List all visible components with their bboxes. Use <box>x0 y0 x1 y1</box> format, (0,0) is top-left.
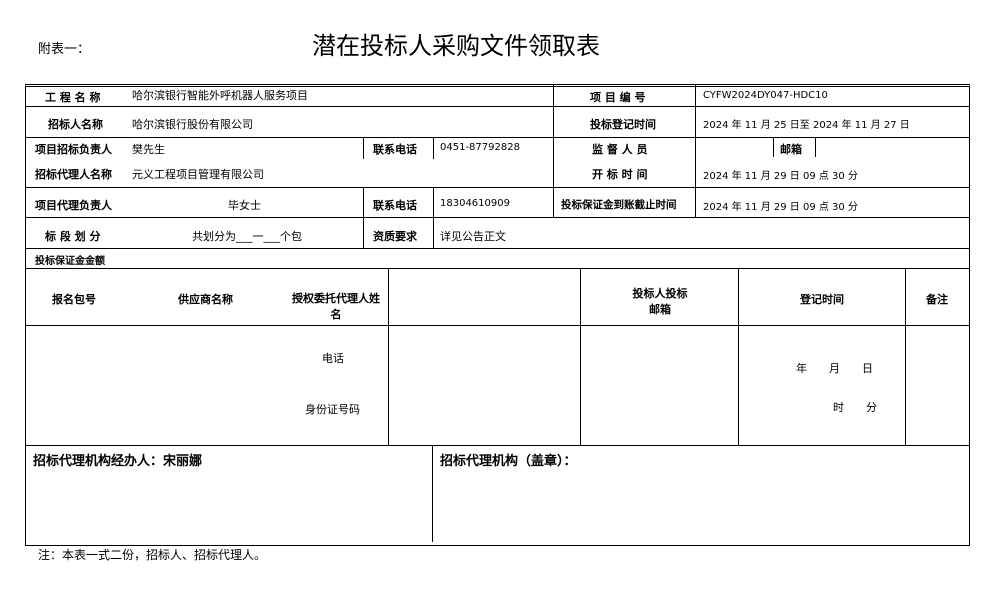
supervisor-label: 监 督 人 员 <box>592 143 648 156</box>
footnote: 注：本表一式二份，招标人、招标代理人。 <box>38 548 267 562</box>
deposit-deadline: 2024 年 11 月 29 日 09 点 30 分 <box>703 202 858 213</box>
form-table <box>25 84 970 546</box>
agent-lead: 毕女士 <box>228 199 261 212</box>
project-no: CYFW2024DY047-HDC10 <box>703 90 828 101</box>
phone1: 0451-87792828 <box>440 142 520 153</box>
qual-label: 资质要求 <box>373 230 417 243</box>
project-no-label: 项 目 编 号 <box>590 91 646 104</box>
tenderer-label: 招标人名称 <box>48 118 103 131</box>
page-title: 潜在投标人采购文件领取表 <box>312 32 600 60</box>
section: 共划分为___一___个包 <box>192 230 302 243</box>
reg-time: 2024 年 11 月 25 日至 2024 年 11 月 27 日 <box>703 120 910 131</box>
deposit-amount-label: 投标保证金金额 <box>35 256 105 267</box>
date-field: 年 月 日 <box>796 362 873 375</box>
col-reg-time: 登记时间 <box>800 293 844 306</box>
open-time-label: 开 标 时 间 <box>592 168 648 181</box>
handler: 招标代理机构经办人：宋丽娜 <box>33 454 203 469</box>
col-agent: 授权委托代理人姓名 <box>292 292 380 321</box>
agent: 元义工程项目管理有限公司 <box>132 168 264 181</box>
phone-label: 联系电话 <box>373 143 417 156</box>
col-email: 投标人投标邮箱 <box>632 287 688 316</box>
tenderer: 哈尔滨银行股份有限公司 <box>132 118 253 131</box>
col-supplier: 供应商名称 <box>178 293 233 306</box>
deposit-deadline-label: 投标保证金到账截止时间 <box>561 199 677 211</box>
time-field: 时 分 <box>833 401 877 414</box>
tender-lead-label: 项目招标负责人 <box>35 143 112 156</box>
agent-lead-label: 项目代理负责人 <box>35 199 112 212</box>
qual: 详见公告正文 <box>440 230 506 243</box>
phone2: 18304610909 <box>440 198 510 209</box>
agent-label: 招标代理人名称 <box>35 168 112 181</box>
appendix-label: 附表一： <box>38 42 91 57</box>
project-name: 哈尔滨银行智能外呼机器人服务项目 <box>132 89 308 102</box>
phone-field-label: 电话 <box>322 352 344 365</box>
tender-lead: 樊先生 <box>132 143 165 156</box>
email-label: 邮箱 <box>780 143 802 156</box>
seal-label: 招标代理机构（盖章）： <box>440 454 577 469</box>
col-package: 报名包号 <box>52 293 96 306</box>
reg-time-label: 投标登记时间 <box>590 118 656 131</box>
section-label: 标 段 划 分 <box>45 230 101 243</box>
phone-label-2: 联系电话 <box>373 199 417 212</box>
id-field-label: 身份证号码 <box>305 403 360 416</box>
col-remark: 备注 <box>926 293 948 306</box>
open-time: 2024 年 11 月 29 日 09 点 30 分 <box>703 171 858 182</box>
project-name-label: 工 程 名 称 <box>45 91 101 104</box>
